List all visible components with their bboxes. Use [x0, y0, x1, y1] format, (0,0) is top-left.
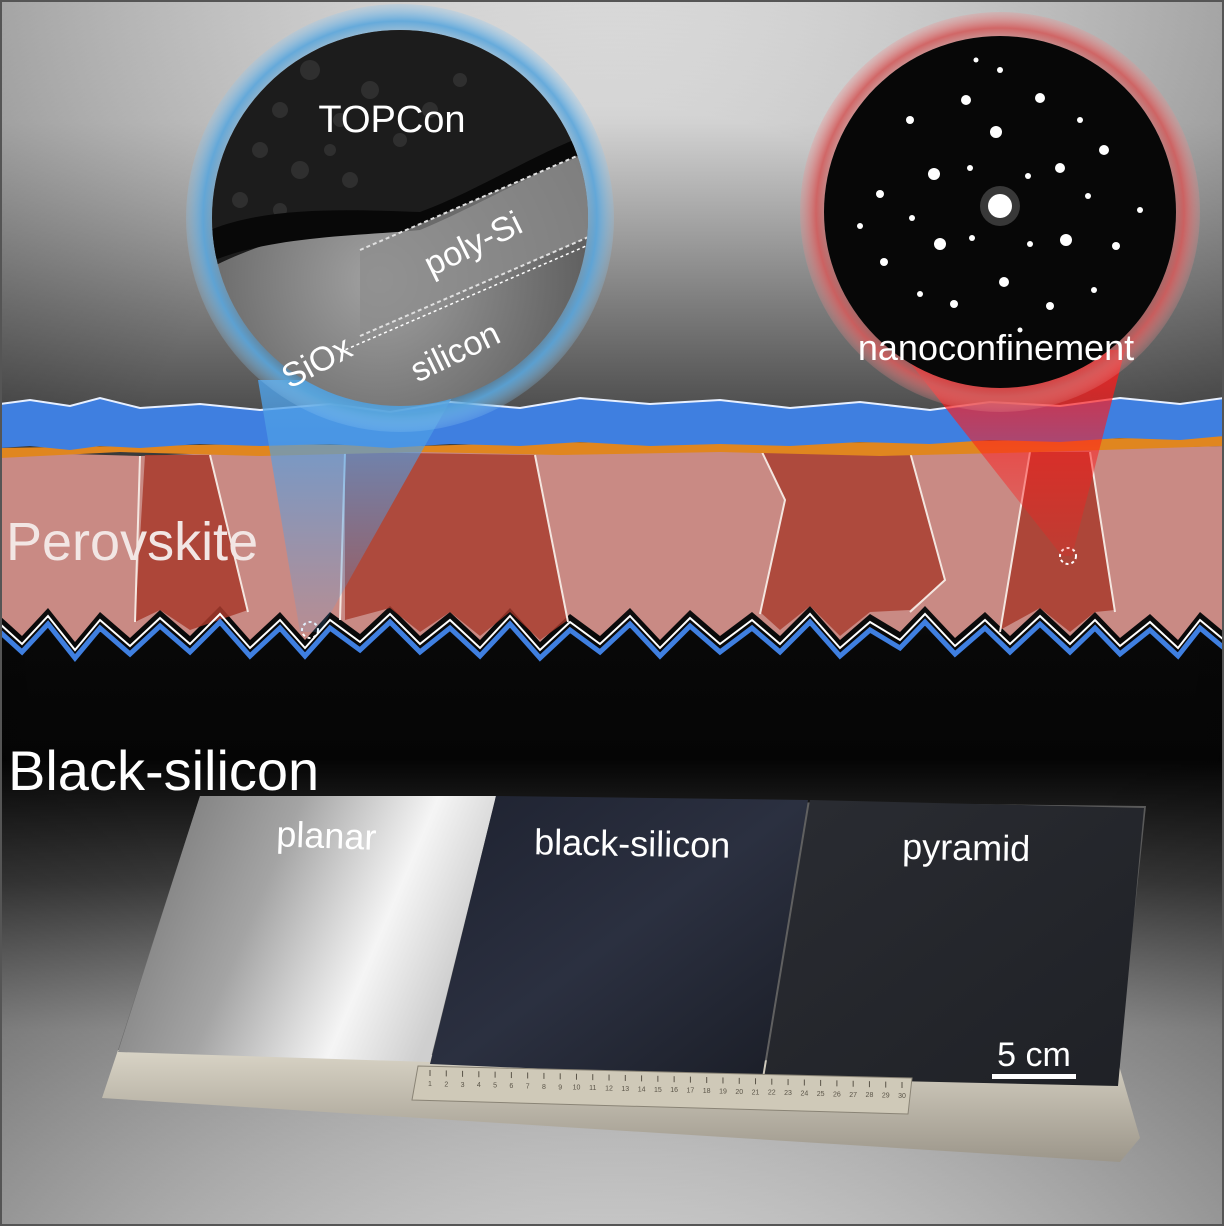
ruler-tick-label: 17 [687, 1088, 695, 1095]
ruler-tick-label: 25 [817, 1091, 825, 1098]
ruler-tick-label: 27 [849, 1092, 857, 1099]
label-perovskite: Perovskite [6, 512, 258, 572]
ruler-tick-label: 6 [509, 1083, 513, 1090]
ruler [411, 1065, 913, 1115]
ruler-tick-label: 19 [719, 1088, 727, 1095]
ruler-tick-label: 15 [654, 1087, 662, 1094]
panel-label-pyramid: pyramid [902, 826, 1031, 869]
ruler-ticks: 1 2 3 4 5 6 7 8 9 10 11 12 13 14 15 16 17 18 19 20 21 22 23 24 2… [428, 1070, 906, 1100]
panel-label-planar: planar [276, 813, 377, 857]
planar-panel [118, 796, 496, 1062]
blue-bottom-line [0, 618, 1224, 662]
poly-si-boundary-top [359, 145, 588, 251]
perovskite-grain [345, 452, 568, 640]
ruler-tick-label: 12 [605, 1086, 613, 1093]
ruler-tick-label: 30 [898, 1093, 906, 1100]
scale-bar-label: 5 cm [997, 1036, 1071, 1074]
ruler-tick-label: 16 [670, 1087, 678, 1094]
diffraction-magnifier: nanoconfinement [800, 12, 1200, 412]
ruler-tick-label: 3 [461, 1082, 465, 1089]
ruler-tick-label: 20 [735, 1089, 743, 1096]
ruler-tick-label: 18 [703, 1088, 711, 1095]
ruler-tick-label: 21 [752, 1089, 760, 1096]
black-silicon-panel [430, 796, 808, 1078]
label-black-silicon-heading: Black-silicon [8, 739, 319, 802]
ruler-tick-label: 13 [621, 1086, 629, 1093]
ruler-tick-label: 11 [589, 1085, 596, 1092]
label-nanoconfinement: nanoconfinement [858, 327, 1134, 368]
ruler-tick-label: 23 [784, 1090, 792, 1097]
label-topcon: TOPCon [318, 99, 465, 141]
poly-si-stripe [360, 146, 588, 336]
ruler-tick-label: 26 [833, 1091, 841, 1098]
ruler-tick-label: 2 [444, 1081, 448, 1088]
ruler-tick-label: 24 [800, 1091, 808, 1098]
topcon-tem-magnifier: TOPCon poly-Si SiOx silicon [186, 4, 614, 432]
panel-label-black-silicon: black-silicon [534, 821, 731, 865]
poly-si-boundary-bottom [359, 231, 588, 337]
white-boundary-line [0, 612, 1224, 652]
diffraction-spots [857, 57, 1143, 333]
ruler-tick-label: 7 [526, 1083, 530, 1090]
dark-band [212, 130, 588, 262]
ruler-tick-label: 1 [428, 1081, 432, 1088]
blue-projection-cone [258, 380, 462, 632]
ruler-tick-label: 29 [882, 1093, 890, 1100]
siox-line [339, 239, 588, 353]
ruler-tick-label: 5 [493, 1083, 497, 1090]
ruler-tick-label: 14 [638, 1086, 646, 1093]
ruler-tick-label: 9 [558, 1084, 562, 1091]
ruler-tick-label: 28 [866, 1092, 874, 1099]
perovskite-grain [760, 452, 945, 636]
ruler-tick-label: 8 [542, 1084, 546, 1091]
ruler-tick-label: 10 [573, 1085, 581, 1092]
ruler-tick-label: 22 [768, 1090, 776, 1097]
pyramid-panel [764, 800, 1144, 1086]
ruler-tick-label: 4 [477, 1082, 481, 1089]
scale-bar [992, 1074, 1076, 1079]
wafer-photo: 1 2 3 4 5 6 7 8 9 10 11 12 13 14 15 16 17 18 19 20 21 22 23 24 2… [102, 796, 1146, 1162]
